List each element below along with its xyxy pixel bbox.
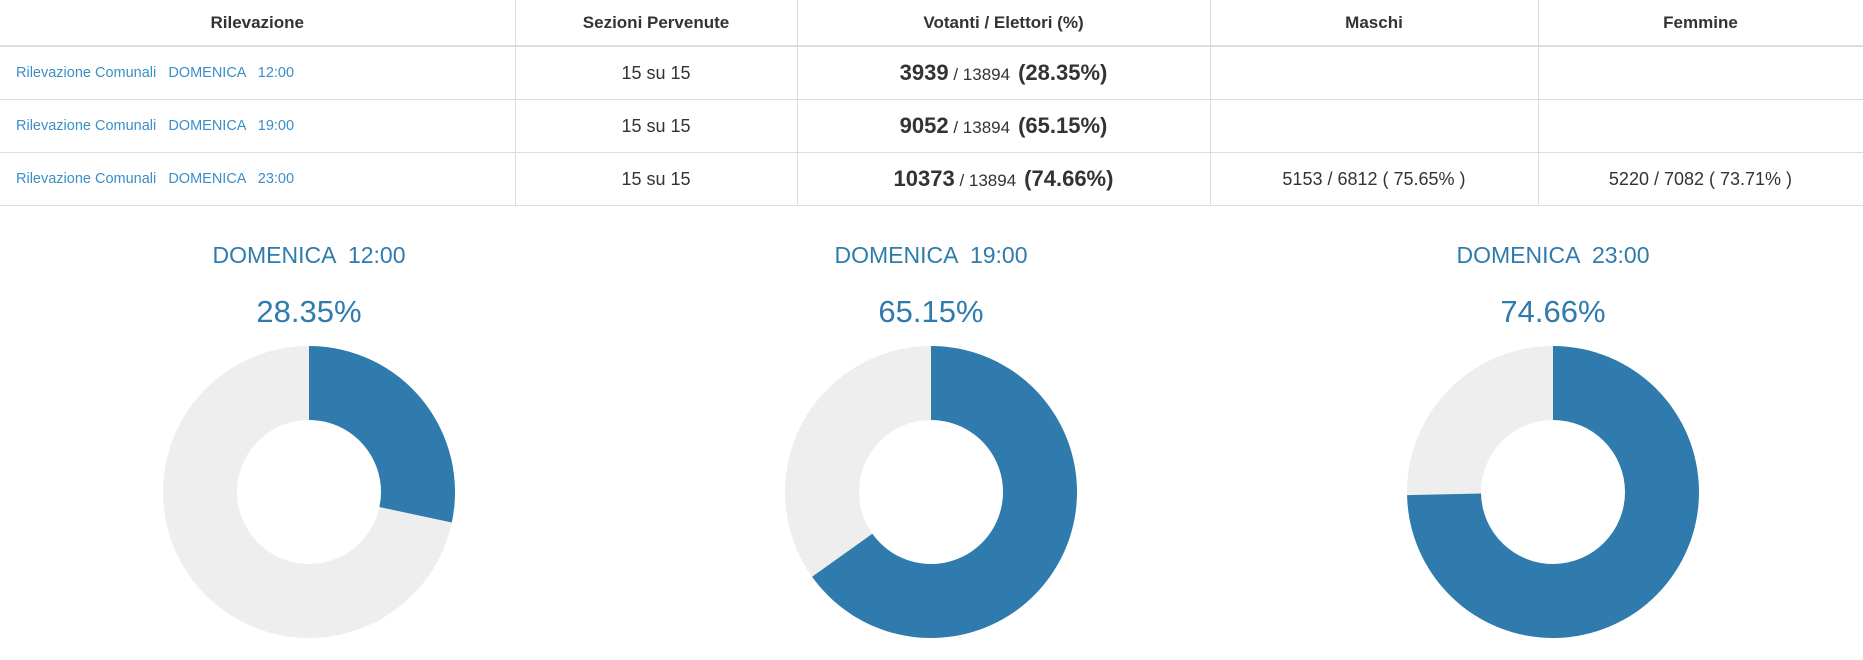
header-maschi: Maschi [1210, 0, 1539, 47]
rilevazione-cell: Rilevazione Comunali DOMENICA 19:00 [0, 99, 516, 153]
votanti-cell: 10373 / 13894 (74.66%) [797, 152, 1211, 206]
table-row: Rilevazione Comunali DOMENICA 23:00 15 s… [0, 152, 1863, 206]
charts-area: DOMENICA 12:00 28.35% DOMENICA 19:00 65.… [0, 206, 1863, 660]
femmine-cell [1538, 99, 1863, 153]
chart-percent: 74.66% [1500, 294, 1606, 329]
donut-remainder-slice [785, 346, 931, 577]
donut-chart [162, 346, 455, 638]
donut-value-slice [1407, 346, 1699, 638]
percent-value: (65.15%) [1018, 113, 1108, 138]
femmine-cell: 5220 / 7082 ( 73.71% ) [1538, 152, 1863, 206]
percent-value: (74.66%) [1024, 166, 1114, 191]
turnout-table: Rilevazione Sezioni Pervenute Votanti / … [0, 0, 1863, 206]
votanti-value: 10373 [893, 166, 955, 191]
chart-percent: 28.35% [256, 294, 362, 329]
donut-chart [785, 346, 1077, 638]
chart-title: DOMENICA 23:00 [1456, 242, 1650, 268]
rilevazione-cell: Rilevazione Comunali DOMENICA 12:00 [0, 46, 516, 100]
femmine-cell [1538, 46, 1863, 100]
votanti-cell: 3939 / 13894 (28.35%) [797, 46, 1211, 100]
table-header-row: Rilevazione Sezioni Pervenute Votanti / … [0, 0, 1863, 47]
table-row: Rilevazione Comunali DOMENICA 12:00 15 s… [0, 46, 1863, 100]
chart-title: DOMENICA 19:00 [834, 242, 1028, 268]
elettori-value: / 13894 [948, 118, 1011, 137]
donut-remainder-slice [162, 346, 452, 638]
header-rilevazione: Rilevazione [0, 0, 516, 47]
header-femmine: Femmine [1538, 0, 1863, 47]
donut-chart [1407, 346, 1699, 638]
rilevazione-cell: Rilevazione Comunali DOMENICA 23:00 [0, 152, 516, 206]
maschi-cell [1210, 99, 1539, 153]
header-sezioni: Sezioni Pervenute [515, 0, 798, 47]
votanti-value: 3939 [899, 60, 949, 85]
maschi-cell [1210, 46, 1539, 100]
percent-value: (28.35%) [1018, 60, 1108, 85]
table-row: Rilevazione Comunali DOMENICA 19:00 15 s… [0, 99, 1863, 153]
rilevazione-link[interactable]: Rilevazione Comunali DOMENICA 12:00 [16, 65, 295, 81]
sezioni-cell: 15 su 15 [515, 46, 798, 100]
donut-value-slice [812, 346, 1077, 638]
donut-value-slice [309, 346, 455, 523]
header-votanti: Votanti / Elettori (%) [797, 0, 1211, 47]
chart-title: DOMENICA 12:00 [212, 242, 406, 268]
chart-percent: 65.15% [878, 294, 984, 329]
donut-remainder-slice [1407, 346, 1553, 496]
maschi-cell: 5153 / 6812 ( 75.65% ) [1210, 152, 1539, 206]
votanti-cell: 9052 / 13894 (65.15%) [797, 99, 1211, 153]
rilevazione-link[interactable]: Rilevazione Comunali DOMENICA 19:00 [16, 118, 295, 134]
rilevazione-link[interactable]: Rilevazione Comunali DOMENICA 23:00 [16, 171, 295, 187]
sezioni-cell: 15 su 15 [515, 152, 798, 206]
elettori-value: / 13894 [948, 65, 1011, 84]
votanti-value: 9052 [899, 113, 949, 138]
sezioni-cell: 15 su 15 [515, 99, 798, 153]
elettori-value: / 13894 [954, 171, 1017, 190]
